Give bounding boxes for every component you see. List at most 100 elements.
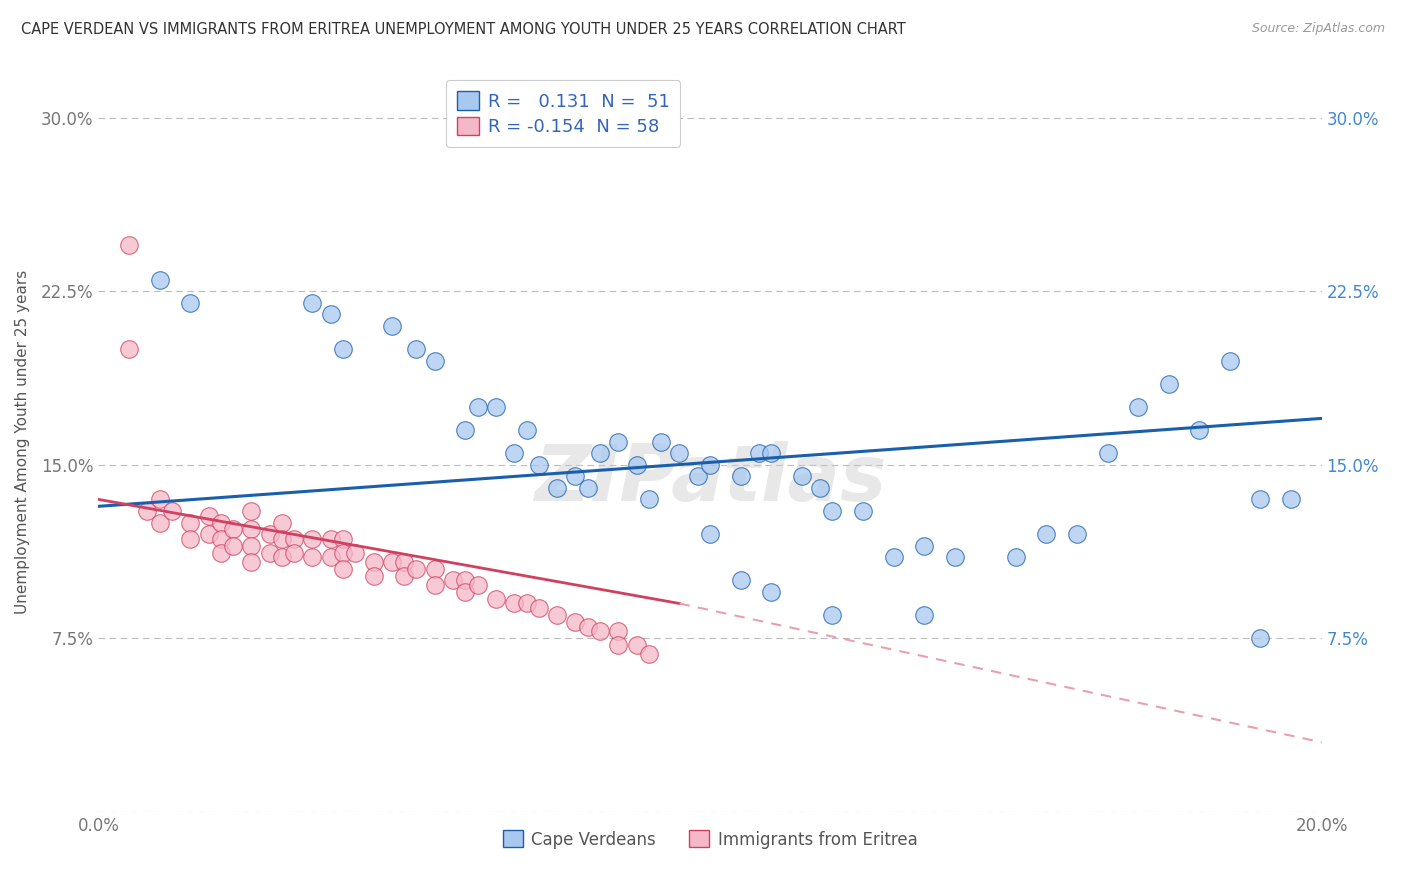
Point xyxy=(821,504,844,518)
Legend: Cape Verdeans, Immigrants from Eritrea: Cape Verdeans, Immigrants from Eritrea xyxy=(496,823,924,855)
Point xyxy=(503,597,526,611)
Point xyxy=(943,550,966,565)
Point xyxy=(441,574,464,588)
Point xyxy=(392,568,416,582)
Point xyxy=(454,585,477,599)
Point xyxy=(516,597,538,611)
Point xyxy=(1128,400,1150,414)
Point xyxy=(319,532,342,546)
Point xyxy=(790,469,813,483)
Point xyxy=(589,446,612,460)
Point xyxy=(118,342,141,356)
Point xyxy=(516,423,538,437)
Y-axis label: Unemployment Among Youth under 25 years: Unemployment Among Youth under 25 years xyxy=(15,269,30,614)
Point xyxy=(668,446,690,460)
Point xyxy=(160,504,183,518)
Point xyxy=(179,532,201,546)
Point xyxy=(1157,376,1180,391)
Point xyxy=(912,539,935,553)
Point xyxy=(405,342,427,356)
Point xyxy=(301,532,323,546)
Point xyxy=(1066,527,1088,541)
Point xyxy=(301,550,323,565)
Point xyxy=(319,307,342,321)
Point xyxy=(454,423,477,437)
Point xyxy=(564,469,586,483)
Point xyxy=(259,527,281,541)
Point xyxy=(637,492,661,507)
Point xyxy=(283,545,305,560)
Point xyxy=(381,555,404,569)
Point xyxy=(222,539,245,553)
Point xyxy=(589,624,612,639)
Point xyxy=(607,624,630,639)
Text: CAPE VERDEAN VS IMMIGRANTS FROM ERITREA UNEMPLOYMENT AMONG YOUTH UNDER 25 YEARS : CAPE VERDEAN VS IMMIGRANTS FROM ERITREA … xyxy=(21,22,905,37)
Point xyxy=(332,545,354,560)
Point xyxy=(283,532,305,546)
Point xyxy=(546,481,568,495)
Point xyxy=(332,532,354,546)
Point xyxy=(209,532,232,546)
Point xyxy=(759,585,782,599)
Point xyxy=(852,504,875,518)
Point xyxy=(1004,550,1026,565)
Point xyxy=(1097,446,1119,460)
Text: ZIPatlas: ZIPatlas xyxy=(534,441,886,516)
Point xyxy=(270,550,292,565)
Point xyxy=(527,601,550,615)
Point xyxy=(748,446,770,460)
Point xyxy=(332,342,354,356)
Point xyxy=(149,516,172,530)
Point xyxy=(270,532,292,546)
Point xyxy=(392,555,416,569)
Point xyxy=(576,619,599,633)
Point xyxy=(240,504,263,518)
Point xyxy=(240,523,263,537)
Point xyxy=(209,516,232,530)
Point xyxy=(118,238,141,252)
Point xyxy=(454,574,477,588)
Point xyxy=(179,516,201,530)
Point xyxy=(259,545,281,560)
Point xyxy=(637,648,661,662)
Point xyxy=(730,574,752,588)
Point xyxy=(423,578,446,592)
Point xyxy=(423,353,446,368)
Point xyxy=(423,562,446,576)
Point xyxy=(270,516,292,530)
Point xyxy=(808,481,831,495)
Point xyxy=(405,562,427,576)
Point xyxy=(332,562,354,576)
Point xyxy=(301,295,323,310)
Point xyxy=(650,434,672,449)
Point xyxy=(1249,492,1271,507)
Point xyxy=(626,458,648,472)
Point xyxy=(564,615,586,629)
Point xyxy=(1249,631,1271,645)
Point xyxy=(344,545,367,560)
Point xyxy=(1035,527,1057,541)
Point xyxy=(381,318,404,333)
Point xyxy=(209,545,232,560)
Point xyxy=(759,446,782,460)
Point xyxy=(527,458,550,472)
Point xyxy=(607,434,630,449)
Point xyxy=(626,638,648,652)
Point xyxy=(363,568,385,582)
Point xyxy=(467,578,489,592)
Text: Source: ZipAtlas.com: Source: ZipAtlas.com xyxy=(1251,22,1385,36)
Point xyxy=(699,458,721,472)
Point xyxy=(319,550,342,565)
Point xyxy=(1219,353,1241,368)
Point xyxy=(912,608,935,623)
Point xyxy=(240,555,263,569)
Point xyxy=(240,539,263,553)
Point xyxy=(197,527,219,541)
Point xyxy=(686,469,709,483)
Point xyxy=(149,272,172,286)
Point xyxy=(485,400,508,414)
Point xyxy=(821,608,844,623)
Point xyxy=(136,504,159,518)
Point xyxy=(503,446,526,460)
Point xyxy=(607,638,630,652)
